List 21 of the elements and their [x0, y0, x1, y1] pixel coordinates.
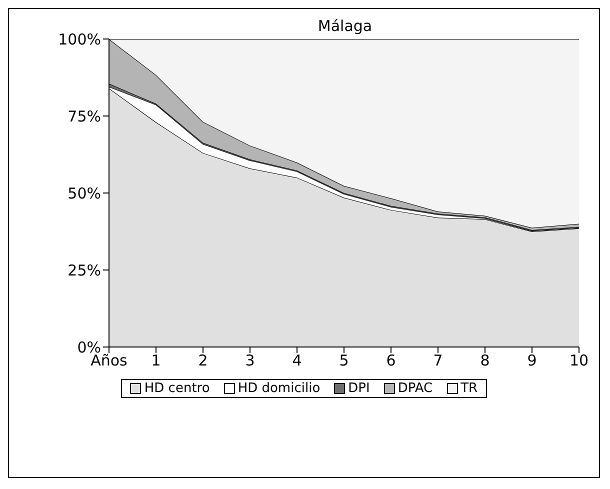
chart-title: Málaga [316, 17, 374, 35]
y-tick-label: 50% [68, 184, 101, 202]
legend-label: DPAC [398, 381, 433, 396]
x-tick-label: 1 [151, 352, 161, 370]
x-tick-label: 3 [245, 352, 255, 370]
y-tick-label: 100% [58, 30, 101, 48]
legend-label: HD centro [144, 381, 210, 396]
x-tick-label: 5 [339, 352, 349, 370]
x-tick-label: 2 [198, 352, 208, 370]
y-tick-label: 75% [68, 107, 101, 126]
legend-label: DPI [348, 381, 370, 396]
x-tick-label: 9 [527, 352, 537, 370]
x-tick-label: 4 [292, 352, 302, 370]
x-tick-label: Años [90, 352, 128, 370]
legend-label: TR [460, 381, 478, 396]
x-tick-label: 6 [386, 352, 396, 370]
x-tick-label: 10 [569, 352, 589, 370]
x-tick-label: 7 [433, 352, 443, 370]
legend-label: HD domicilio [238, 381, 320, 396]
x-tick-label: 8 [480, 352, 490, 370]
y-tick-label: 25% [68, 261, 101, 280]
